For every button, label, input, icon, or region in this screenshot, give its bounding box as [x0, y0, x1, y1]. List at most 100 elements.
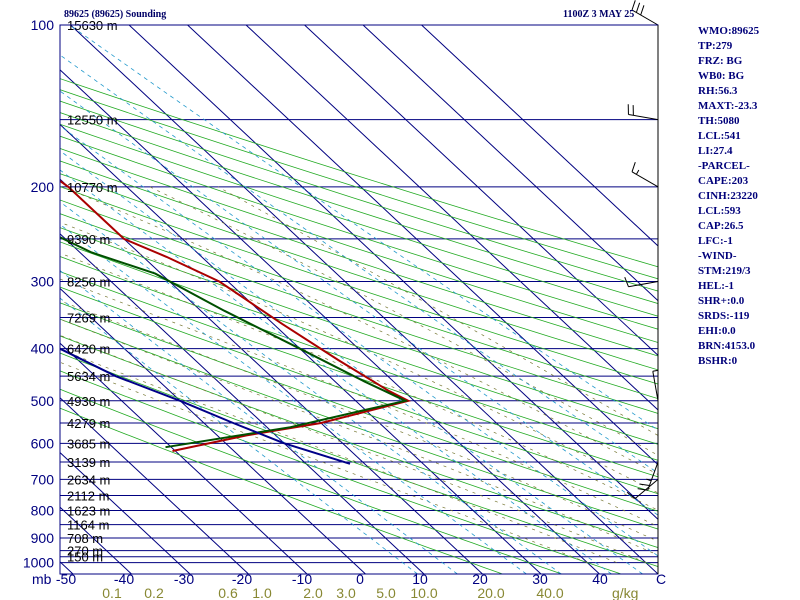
dry-adiabat-line — [60, 271, 658, 478]
mixing-ratio-tick-label: 5.0 — [376, 585, 396, 600]
mixing-ratio-line — [60, 169, 612, 574]
mixing-ratio-tick-label: 20.0 — [477, 585, 504, 600]
isotherm-line — [0, 25, 15, 574]
isotherm-line — [304, 25, 658, 356]
moist-adiabat-line — [60, 361, 588, 563]
dry-adiabat-line — [60, 123, 658, 317]
wind-barb-flag — [635, 2, 641, 13]
stat-line: MAXT:-23.3 — [698, 100, 758, 112]
wind-barb-flag — [624, 277, 629, 287]
stat-line: LCL:541 — [698, 130, 741, 142]
dry-adiabat-line — [60, 160, 658, 357]
isotherm-line — [60, 397, 249, 574]
mixing-ratio-tick-label: 0.2 — [144, 585, 164, 600]
height-label: 4930 m — [67, 394, 110, 409]
isotherm-line — [70, 25, 658, 574]
dry-adiabat-line — [60, 352, 658, 568]
height-label: 3685 m — [67, 436, 110, 451]
isotherm-line — [60, 342, 308, 574]
temperature-tick-label: -50 — [56, 571, 76, 587]
temperature-tick-label: -40 — [114, 571, 134, 587]
dry-adiabat-line — [60, 186, 658, 385]
stat-line: BSHR:0 — [698, 355, 738, 367]
stat-line: RH:56.3 — [698, 85, 738, 97]
temperature-tick-label: 40 — [592, 571, 608, 587]
stat-line: HEL:-1 — [698, 280, 735, 292]
temperature-tick-label: 10 — [412, 571, 428, 587]
temperature-tick-label: -10 — [292, 571, 312, 587]
mixing-ratio-tick-label: 10.0 — [410, 585, 437, 600]
isotherm-lines — [0, 25, 658, 574]
height-label: 150 m — [67, 550, 103, 565]
dry-adiabat-line — [60, 256, 658, 461]
temperature-tick-label: 0 — [356, 571, 364, 587]
pressure-tick-label: 100 — [31, 17, 55, 33]
wind-barb — [631, 171, 659, 188]
pressure-tick-label: 800 — [31, 503, 55, 519]
dry-adiabat-lines — [60, 78, 658, 574]
plot-frame — [59, 24, 659, 575]
height-label: 8250 m — [67, 275, 110, 290]
wind-barb-flag — [626, 491, 636, 500]
stat-line: LI:27.4 — [698, 145, 733, 157]
height-label: 1623 m — [67, 504, 110, 519]
height-label: 2634 m — [67, 472, 110, 487]
stat-line: LCL:593 — [698, 205, 741, 217]
stat-line: CAP:26.5 — [698, 220, 744, 232]
stats-panel: WMO:89625 TP:279 FRZ: BG WB0: BG RH:56.3 MAXT… — [698, 24, 759, 369]
isotherm-line — [60, 287, 366, 574]
temperature-tick-label: 20 — [472, 571, 488, 587]
pressure-tick-label: 700 — [31, 471, 55, 487]
wind-barb-half — [646, 478, 652, 482]
stat-line: TH:5080 — [698, 115, 740, 127]
chart-title: 89625 (89625) Sounding — [64, 9, 167, 20]
height-label: 1164 m — [67, 518, 109, 533]
isotherm-line — [60, 178, 483, 574]
height-label: 4279 m — [67, 416, 110, 431]
mixing-ratio-line — [60, 90, 658, 516]
dry-adiabat-line — [60, 78, 658, 268]
pressure-tick-label: 400 — [31, 341, 55, 357]
stat-line: LFC:-1 — [698, 235, 733, 247]
pressure-tick-label: 600 — [31, 435, 55, 451]
temperature-tick-label: -30 — [174, 571, 194, 587]
dry-adiabat-line — [60, 173, 658, 371]
isotherm-line — [245, 25, 658, 411]
mixing-ratio-line — [60, 150, 643, 574]
isotherm-line — [421, 25, 658, 247]
mixing-ratio-line — [60, 223, 527, 574]
stat-line: CAPE:203 — [698, 175, 749, 187]
dry-adiabat-line — [60, 227, 658, 430]
isotherm-line — [362, 25, 658, 302]
dry-adiabat-line — [60, 148, 658, 343]
pressure-tick-label: 500 — [31, 393, 55, 409]
mixing-ratio-line — [60, 54, 658, 474]
mixing-ratio-line — [69, 25, 658, 431]
dry-adiabat-line — [60, 213, 658, 414]
moist-adiabat-line — [60, 300, 658, 542]
temperature-tick-label: 30 — [532, 571, 548, 587]
height-label: 2112 m — [67, 488, 109, 503]
stat-line: FRZ: BG — [698, 55, 743, 67]
isobar-lines — [60, 24, 658, 564]
wind-barb-flag — [640, 5, 645, 16]
stat-line: SRDS:-119 — [698, 310, 750, 322]
mixing-ratio-line — [60, 125, 658, 557]
stat-line: WMO:89625 — [698, 25, 760, 37]
dry-adiabat-line — [60, 89, 658, 280]
height-label: 708 m — [67, 531, 103, 546]
isotherm-line — [60, 233, 425, 574]
dry-adiabat-line — [60, 318, 658, 530]
temperature-trace — [60, 179, 412, 452]
mixing-ratio-tick-label: 0.1 — [102, 585, 122, 600]
wind-barb-half — [652, 369, 658, 372]
stat-line: -WIND- — [698, 250, 737, 262]
stat-line: CINH:23220 — [698, 190, 758, 202]
stat-line: SHR+:0.0 — [698, 295, 745, 307]
moist-adiabat-line — [60, 221, 658, 494]
wind-barb-half — [635, 169, 640, 175]
mixing-ratio-line — [60, 270, 458, 574]
wind-barb — [652, 371, 659, 401]
temperature-unit-label: C — [656, 571, 666, 587]
